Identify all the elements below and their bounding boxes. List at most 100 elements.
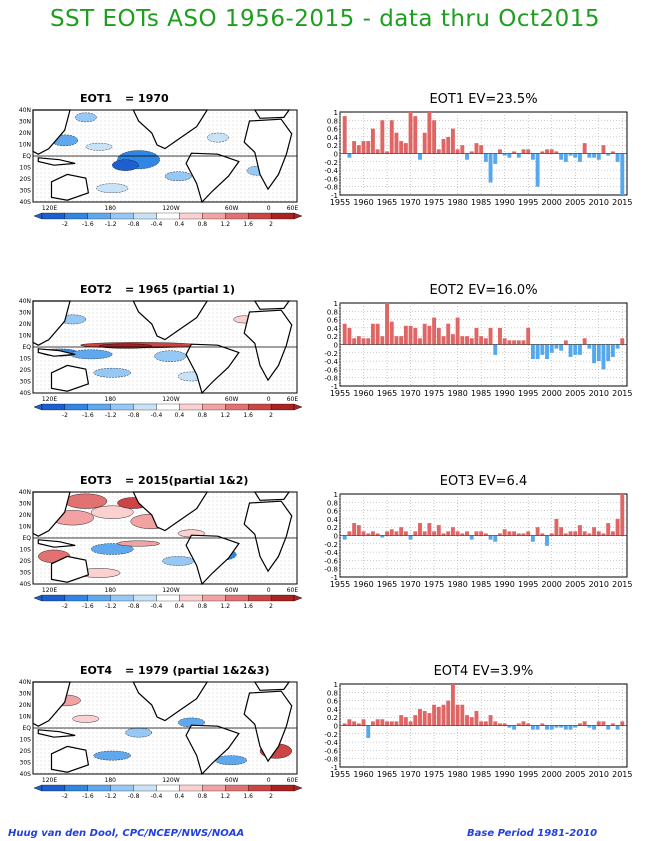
bar [436, 149, 441, 154]
bar [380, 120, 385, 154]
lat-label: EQ [22, 725, 31, 732]
x-tick-label: 1965 [377, 198, 397, 207]
bar [366, 141, 371, 154]
bar [465, 336, 469, 345]
y-tick-label: 0.8 [327, 499, 338, 507]
eot-map-panel: EOT2 = 1965 (partial 1) 40N 30N 20N 10N EQ 10S 2… [19, 283, 303, 419]
bar [498, 149, 502, 154]
lon-label: 180 [105, 587, 117, 594]
bar [526, 723, 531, 726]
colorbar-label: 1.6 [243, 793, 253, 800]
y-tick-label: 1 [334, 109, 338, 117]
colorbar-segment [133, 212, 157, 220]
bar [441, 138, 446, 154]
x-tick-label: 1975 [424, 389, 444, 398]
continent-europe [253, 491, 291, 501]
bar [432, 317, 437, 345]
continent-namerica [132, 300, 209, 341]
bar [347, 719, 352, 726]
bar [418, 338, 422, 345]
lon-label: 120E [42, 205, 57, 212]
bar [512, 531, 517, 536]
y-tick-label: -0.6 [324, 175, 338, 183]
x-tick-label: 2010 [589, 389, 609, 398]
y-tick-label: -0.6 [324, 747, 338, 755]
y-tick-label: -0.8 [324, 756, 338, 764]
map-title-left: EOT2 [80, 283, 112, 296]
bar [413, 715, 418, 726]
lat-label: 10S [20, 356, 32, 363]
lat-label: 30S [20, 379, 32, 386]
colorbar-segment [87, 784, 111, 792]
lon-label: 120E [42, 587, 57, 594]
colorbar-arrow-right [293, 403, 303, 411]
lat-label: 20S [20, 748, 32, 755]
bar [479, 721, 484, 726]
bar [427, 523, 432, 536]
colorbar-label: -1.2 [105, 603, 117, 610]
bar [516, 723, 521, 726]
y-tick-label: -0.6 [324, 557, 338, 565]
colorbar-label: 1.2 [220, 412, 230, 419]
lon-label: 60E [287, 587, 299, 594]
bar [596, 153, 601, 160]
bar [427, 112, 432, 154]
bar [469, 535, 474, 540]
y-tick-label: -0.8 [324, 375, 338, 383]
bar [568, 725, 573, 730]
colorbar-label: -1.6 [82, 412, 94, 419]
bar [375, 719, 380, 726]
x-tick-label: 1975 [424, 198, 444, 207]
bar [554, 344, 559, 349]
lat-label: 20S [20, 558, 32, 565]
colorbar-label: 0.4 [175, 221, 185, 228]
chart-title: EOT4 EV=3.9% [434, 664, 534, 679]
bar [587, 153, 592, 158]
bar [493, 535, 498, 542]
bar [465, 715, 469, 726]
x-tick-label: 1975 [424, 580, 444, 589]
map-title-right: = 1979 (partial 1&2&3) [125, 664, 269, 677]
anomaly-patch [164, 171, 192, 182]
lat-label: 30N [19, 310, 31, 317]
x-tick-label: 1980 [447, 580, 467, 589]
colorbar-segment [156, 212, 180, 220]
continent-europe [253, 109, 291, 119]
bar [587, 725, 592, 728]
bar [512, 151, 517, 154]
lat-label: 30N [19, 691, 31, 698]
lat-label: 20N [19, 321, 31, 328]
bar [469, 338, 474, 345]
bar [441, 704, 446, 726]
bar [352, 523, 357, 536]
anomaly-patch [154, 350, 187, 362]
x-tick-label: 2015 [612, 580, 632, 589]
bar [516, 153, 521, 158]
colorbar-label: -2 [62, 793, 68, 800]
y-tick-label: 1 [334, 491, 338, 499]
y-tick-label: -0.2 [324, 541, 338, 549]
colorbar-label: -1.6 [82, 603, 94, 610]
bar [356, 145, 361, 154]
y-tick-label: 0.6 [327, 698, 339, 706]
colorbar-segment [248, 784, 272, 792]
colorbar-label: 1.6 [243, 412, 253, 419]
lon-label: 120E [42, 777, 57, 784]
bar [606, 725, 611, 730]
colorbar-segment [202, 212, 226, 220]
colorbar-label: 1.2 [220, 603, 230, 610]
anomaly-patch [214, 755, 248, 766]
lon-label: 0 [267, 205, 271, 212]
bar [526, 327, 531, 345]
bar [512, 340, 517, 345]
bar [366, 338, 371, 345]
lat-label: 30S [20, 570, 32, 577]
bar [587, 344, 592, 349]
continent-namerica [132, 109, 209, 150]
bar [375, 533, 380, 536]
lat-label: 40S [20, 199, 32, 206]
bar [530, 153, 535, 160]
x-tick-label: 1955 [330, 580, 350, 589]
bar [549, 533, 554, 536]
colorbar-arrow-right [293, 784, 303, 792]
